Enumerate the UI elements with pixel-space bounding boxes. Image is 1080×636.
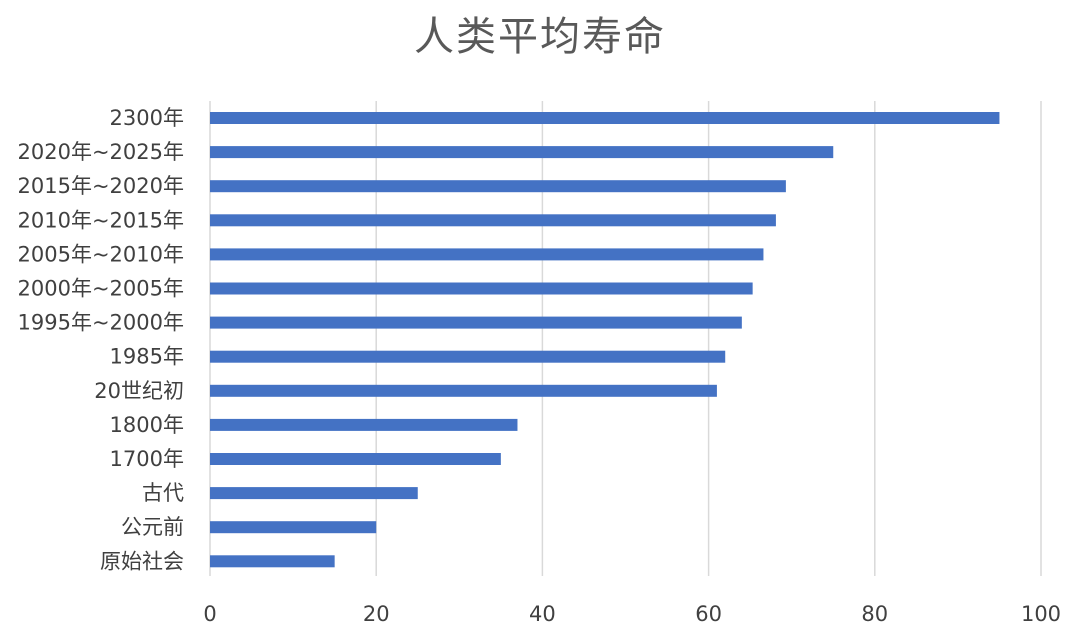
category-labels: 2300年 2020年~2025年 2015年~2020年 2010年~2015年 20… [18, 106, 184, 573]
category-label: 1985年 [110, 345, 184, 369]
x-tick-label: 100 [1021, 602, 1061, 626]
bar [210, 214, 776, 227]
bar [210, 180, 786, 193]
bar [210, 487, 418, 500]
x-tick-label: 80 [861, 602, 888, 626]
bar [210, 146, 834, 159]
chart-title: 人类平均寿命 [414, 14, 666, 60]
x-tick-label: 60 [695, 602, 722, 626]
bar [210, 350, 726, 363]
category-label: 公元前 [121, 515, 184, 539]
grid-lines [209, 101, 1042, 576]
category-label: 20世纪初 [94, 379, 184, 403]
category-label: 2300年 [110, 106, 184, 130]
category-label: 2015年~2020年 [18, 174, 184, 198]
bar [210, 453, 501, 465]
category-label: 1700年 [110, 447, 184, 471]
x-tick-label: 20 [363, 602, 390, 626]
category-label: 2010年~2015年 [18, 208, 184, 232]
category-label: 1800年 [110, 413, 184, 437]
bar [210, 112, 1000, 124]
bar [210, 248, 764, 261]
category-label: 2005年~2010年 [18, 242, 184, 266]
bar [210, 282, 753, 295]
category-label: 2020年~2025年 [18, 140, 184, 164]
category-label: 2000年~2005年 [18, 277, 184, 301]
bar [210, 555, 335, 568]
category-label: 原始社会 [100, 549, 184, 573]
bar [210, 418, 518, 431]
x-axis-tick-labels: 0 20 40 60 80 100 [203, 602, 1061, 626]
bar [210, 316, 742, 329]
bar [210, 384, 717, 397]
x-tick-label: 40 [529, 602, 556, 626]
bars [210, 112, 1000, 568]
bar [210, 521, 377, 534]
category-label: 古代 [142, 481, 184, 505]
x-tick-label: 0 [203, 602, 216, 626]
category-label: 1995年~2000年 [18, 311, 184, 335]
